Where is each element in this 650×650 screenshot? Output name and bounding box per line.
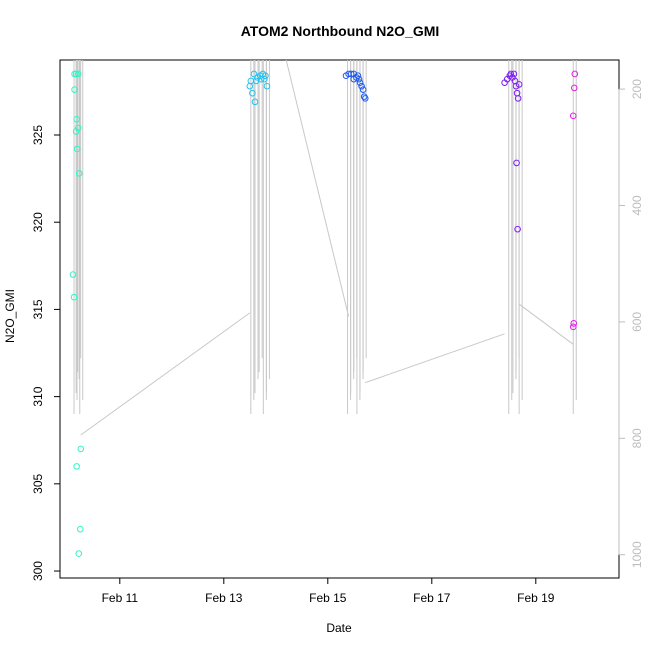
data-point <box>70 293 78 301</box>
data-point <box>74 124 82 132</box>
flight-lines <box>73 59 577 436</box>
data-point <box>250 70 258 78</box>
data-point <box>71 86 78 93</box>
y-tick-label: 310 <box>31 386 45 406</box>
data-point <box>72 70 80 78</box>
y2-tick-label: 200 <box>630 79 644 99</box>
x-tick-label: Feb 15 <box>309 591 347 605</box>
x-axis-label: Date <box>326 621 352 635</box>
y2-tick-label: 600 <box>630 312 644 332</box>
data-point <box>72 128 80 135</box>
data-point <box>75 550 83 557</box>
y2-tick-label: 800 <box>630 428 644 448</box>
data-point <box>261 75 268 83</box>
y2-tick-label: 400 <box>630 195 644 215</box>
data-point <box>507 70 515 78</box>
data-point <box>571 70 579 78</box>
data-point <box>350 75 358 83</box>
data-point <box>514 225 521 233</box>
y-tick-label: 320 <box>31 212 45 232</box>
y-tick-label: 325 <box>31 125 45 145</box>
x-axis: Feb 11 Feb 13 Feb 15 Feb 17 Feb 19 <box>102 577 555 605</box>
data-points <box>69 70 579 557</box>
data-point <box>513 159 520 167</box>
y-tick-label: 300 <box>31 561 45 581</box>
data-point <box>514 95 522 102</box>
data-point <box>251 98 259 106</box>
plot-frame <box>59 59 620 579</box>
data-point <box>569 323 577 331</box>
data-point <box>73 463 80 470</box>
y-tick-label: 315 <box>31 299 45 319</box>
data-point <box>347 70 355 78</box>
transit-line <box>365 333 505 384</box>
data-point <box>74 70 82 78</box>
data-point <box>358 82 365 90</box>
data-point <box>356 79 364 86</box>
data-point <box>262 72 269 79</box>
transit-line <box>80 312 251 436</box>
y2-tick-label: 1000 <box>630 541 644 568</box>
y-tick-label: 305 <box>31 473 45 493</box>
data-point <box>263 82 271 90</box>
data-point <box>246 82 254 90</box>
chart-title: ATOM2 Northbound N2O_GMI <box>241 23 440 39</box>
data-point <box>249 89 256 97</box>
data-point <box>515 81 523 88</box>
x-tick-label: Feb 11 <box>102 591 139 605</box>
data-point <box>570 84 578 92</box>
data-point <box>75 170 83 177</box>
x-tick-label: Feb 19 <box>517 591 555 605</box>
data-point <box>77 445 85 453</box>
x-tick-label: Feb 17 <box>413 591 451 605</box>
data-point <box>257 75 265 83</box>
y-axis-label: N2O_GMI <box>3 289 17 343</box>
secondary-y-axis: 200 400 600 800 1000 <box>618 79 644 568</box>
transit-line <box>285 59 350 317</box>
data-point <box>73 115 80 123</box>
y-axis: 300 305 310 315 320 325 <box>31 125 61 581</box>
data-point <box>570 320 578 327</box>
data-point <box>510 70 518 78</box>
transit-line <box>518 303 574 345</box>
data-point <box>359 86 367 93</box>
data-point <box>69 271 77 278</box>
data-point <box>354 72 362 79</box>
data-point <box>569 112 577 120</box>
x-tick-label: Feb 13 <box>205 591 243 605</box>
data-point <box>76 525 84 533</box>
data-point <box>361 95 369 102</box>
data-point <box>73 145 81 153</box>
